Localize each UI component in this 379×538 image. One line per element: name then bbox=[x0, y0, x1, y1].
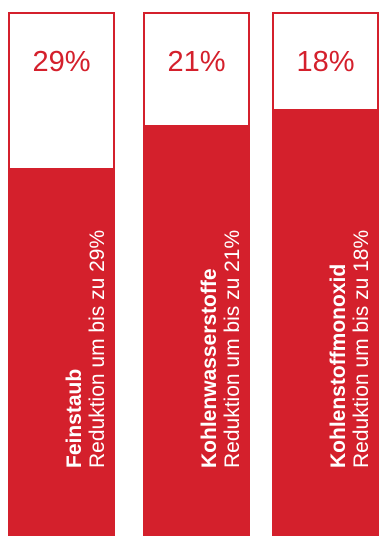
bar-remainder bbox=[10, 14, 113, 168]
bar-description: Reduktion um bis zu 29% bbox=[86, 229, 109, 468]
bar-remainder bbox=[274, 14, 377, 109]
bar-value-label: 18% bbox=[296, 46, 355, 78]
bar-value-label: 29% bbox=[32, 46, 91, 78]
bar-kohlenstoffmonoxid: 18% Kohlenstoffmonoxid Reduktion um bis … bbox=[272, 12, 379, 536]
bar-remainder bbox=[145, 14, 248, 125]
bar-value-label: 21% bbox=[167, 46, 226, 78]
bar-category-label: Kohlenstoffmonoxid bbox=[327, 263, 350, 468]
bar-description: Reduktion um bis zu 18% bbox=[350, 229, 373, 468]
bar-feinstaub: 29% Feinstaub Reduktion um bis zu 29% bbox=[8, 12, 115, 536]
bar-description: Reduktion um bis zu 21% bbox=[221, 229, 244, 468]
bar-category-label: Kohlenwasserstoffe bbox=[198, 268, 221, 468]
bar-caption: Kohlenwasserstoffe Reduktion um bis zu 2… bbox=[198, 230, 244, 468]
bar-kohlenwasserstoffe: 21% Kohlenwasserstoffe Reduktion um bis … bbox=[143, 12, 250, 536]
bar-category-label: Feinstaub bbox=[63, 368, 86, 468]
bar-caption: Feinstaub Reduktion um bis zu 29% bbox=[63, 230, 109, 468]
bar-caption: Kohlenstoffmonoxid Reduktion um bis zu 1… bbox=[327, 230, 373, 468]
